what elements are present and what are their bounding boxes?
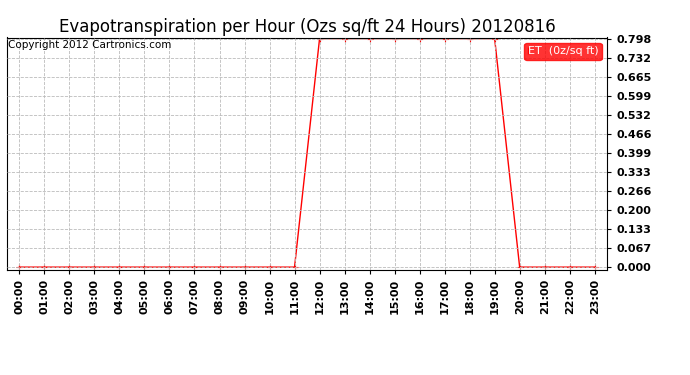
Title: Evapotranspiration per Hour (Ozs sq/ft 24 Hours) 20120816: Evapotranspiration per Hour (Ozs sq/ft 2… xyxy=(59,18,555,36)
Legend: ET  (0z/sq ft): ET (0z/sq ft) xyxy=(524,43,602,60)
Text: Copyright 2012 Cartronics.com: Copyright 2012 Cartronics.com xyxy=(8,40,171,50)
